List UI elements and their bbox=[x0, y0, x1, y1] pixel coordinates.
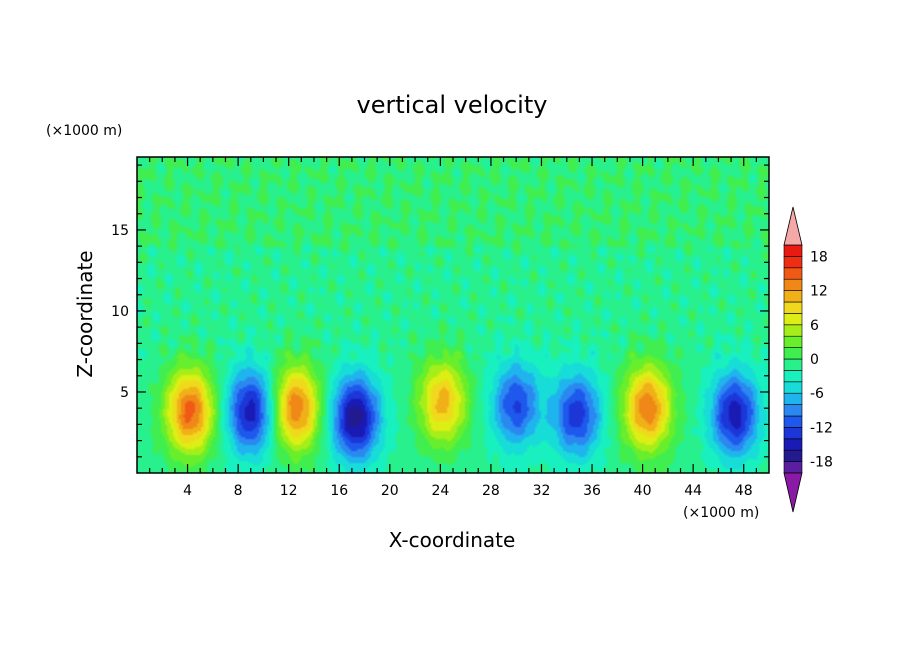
x-tick-label: 28 bbox=[482, 483, 500, 499]
colorbar-swatch bbox=[783, 358, 803, 371]
colorbar-swatch bbox=[783, 427, 803, 440]
x-tick-label: 32 bbox=[533, 483, 551, 499]
y-axis: 5 10 15 bbox=[111, 164, 769, 458]
colorbar-swatch bbox=[783, 267, 803, 280]
colorbar-swatch bbox=[783, 301, 803, 314]
y-tick-label: 15 bbox=[111, 223, 129, 239]
colorbar-swatch bbox=[783, 324, 803, 337]
colorbar-tick-label: -6 bbox=[810, 386, 824, 402]
plot-area bbox=[137, 157, 769, 473]
x-tick-label: 40 bbox=[634, 483, 652, 499]
y-unit-label: (×1000 m) bbox=[46, 123, 122, 139]
colorbar-tick-label: 0 bbox=[810, 352, 819, 368]
x-tick-label: 24 bbox=[431, 483, 449, 499]
colorbar-extend-low bbox=[783, 472, 803, 513]
x-tick-label: 48 bbox=[735, 483, 753, 499]
y-tick-label: 10 bbox=[111, 304, 129, 320]
colorbar-swatch bbox=[783, 256, 803, 269]
colorbar-swatch bbox=[783, 392, 803, 405]
colorbar-swatch bbox=[783, 244, 803, 257]
chart-title: vertical velocity bbox=[357, 91, 548, 119]
y-tick-label: 5 bbox=[120, 385, 129, 401]
y-axis-label: Z-coordinate bbox=[73, 250, 97, 377]
colorbar-swatch bbox=[783, 381, 803, 394]
x-unit-label: (×1000 m) bbox=[683, 505, 759, 521]
x-axis: 4 8 12 16 20 24 28 32 36 40 44 48 bbox=[149, 157, 757, 499]
x-tick-label: 36 bbox=[583, 483, 601, 499]
x-tick-label: 16 bbox=[330, 483, 348, 499]
colorbar: 18 12 6 0 -6 -12 -18 bbox=[783, 206, 833, 513]
colorbar-swatch bbox=[783, 438, 803, 451]
colorbar-tick-label: 18 bbox=[810, 249, 828, 265]
velocity-contour-field bbox=[137, 157, 769, 473]
x-tick-label: 20 bbox=[381, 483, 399, 499]
colorbar-swatch bbox=[783, 347, 803, 360]
colorbar-tick-label: -12 bbox=[810, 420, 833, 436]
colorbar-swatch bbox=[783, 415, 803, 428]
colorbar-swatch bbox=[783, 449, 803, 462]
colorbar-swatch bbox=[783, 313, 803, 326]
colorbar-tick-label: -18 bbox=[810, 455, 833, 471]
x-axis-label: X-coordinate bbox=[389, 528, 516, 552]
colorbar-swatch bbox=[783, 404, 803, 417]
x-tick-label: 44 bbox=[684, 483, 702, 499]
colorbar-swatch bbox=[783, 461, 803, 474]
x-tick-label: 12 bbox=[280, 483, 298, 499]
colorbar-tick-label: 12 bbox=[810, 284, 828, 300]
colorbar-swatch bbox=[783, 278, 803, 291]
colorbar-swatch bbox=[783, 290, 803, 303]
colorbar-swatch bbox=[783, 335, 803, 348]
colorbar-tick-label: 6 bbox=[810, 318, 819, 334]
colorbar-extend-high bbox=[783, 206, 803, 246]
x-tick-label: 8 bbox=[234, 483, 243, 499]
x-tick-label: 4 bbox=[183, 483, 192, 499]
colorbar-swatch bbox=[783, 370, 803, 383]
